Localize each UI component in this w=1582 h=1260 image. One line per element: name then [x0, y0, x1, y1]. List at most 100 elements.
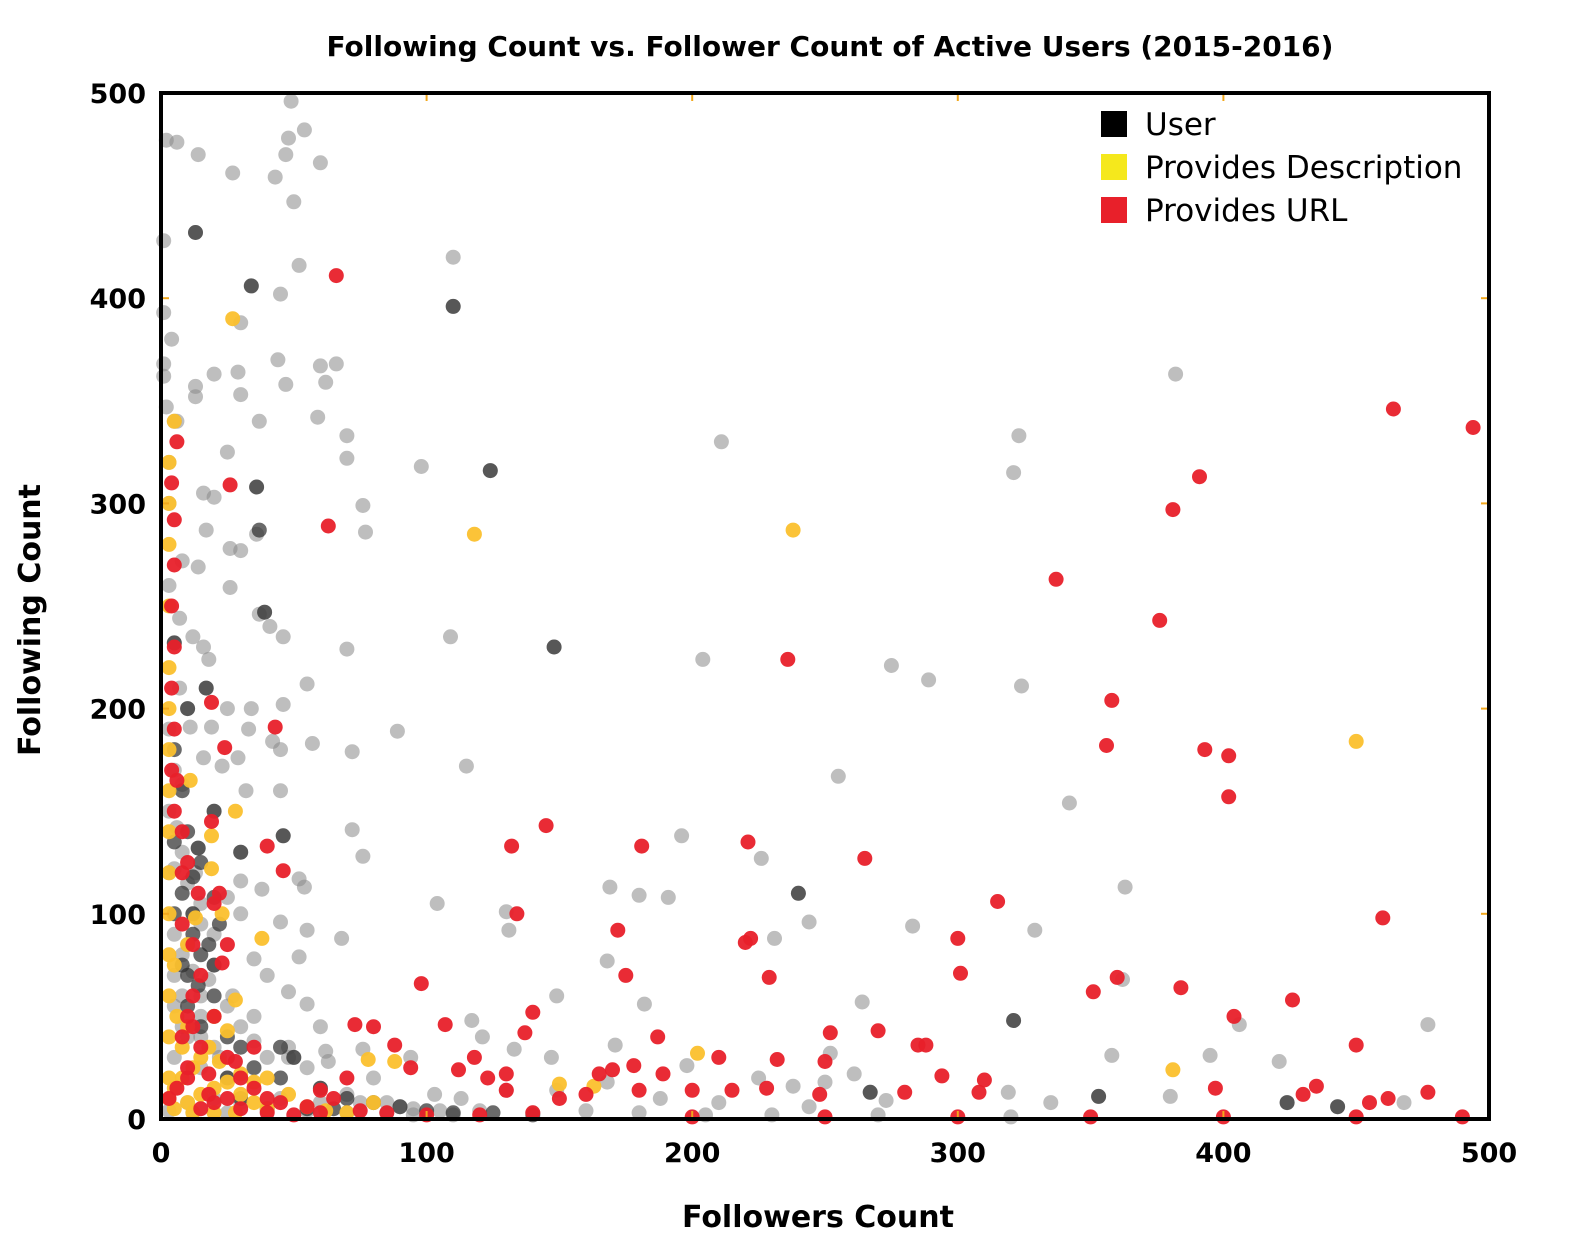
data-point [482, 463, 498, 479]
data-point [1348, 733, 1364, 749]
data-point [1011, 428, 1027, 444]
data-point [204, 719, 219, 735]
data-point [180, 855, 196, 870]
data-point [169, 1080, 185, 1096]
data-point [474, 1029, 490, 1045]
data-point [1380, 1091, 1396, 1106]
data-point [790, 885, 806, 901]
data-point [830, 768, 846, 784]
data-point [259, 838, 275, 854]
data-point [286, 194, 302, 210]
data-point [166, 512, 182, 528]
data-point [161, 947, 177, 963]
data-point [251, 413, 267, 429]
data-point [878, 1093, 894, 1108]
data-point [320, 518, 336, 534]
data-point [246, 1060, 262, 1076]
data-point [1348, 1109, 1364, 1125]
data-point [172, 610, 188, 626]
data-point [193, 967, 209, 983]
data-point [1014, 678, 1029, 694]
data-point [217, 740, 233, 756]
data-point [161, 824, 177, 840]
data-point [161, 1029, 177, 1045]
data-point [674, 828, 690, 844]
data-point [312, 358, 328, 374]
y-tick-label: 100 [90, 900, 146, 931]
points-layer [156, 93, 1481, 1125]
data-point [267, 719, 283, 735]
data-point [219, 701, 235, 717]
data-point [204, 861, 219, 877]
data-point [273, 914, 288, 930]
data-point [169, 134, 185, 150]
data-point [650, 1029, 666, 1045]
data-point [740, 834, 756, 850]
data-point [249, 479, 265, 495]
data-point [230, 750, 246, 766]
data-point [1048, 571, 1064, 587]
data-point [347, 1017, 363, 1033]
data-point [679, 1058, 695, 1074]
y-tick-label: 400 [90, 284, 146, 315]
data-point [169, 1008, 185, 1024]
data-point [161, 660, 177, 676]
data-point [445, 249, 461, 265]
data-point [602, 879, 618, 895]
data-point [857, 850, 873, 866]
data-point [246, 1039, 262, 1055]
data-point [254, 930, 270, 946]
data-point [275, 697, 291, 712]
legend-swatch [1101, 154, 1127, 180]
data-point [161, 454, 177, 470]
data-point [631, 1105, 647, 1121]
legend-swatch [1101, 197, 1127, 223]
data-point [1027, 922, 1043, 938]
data-point [174, 1029, 190, 1045]
data-point [812, 1086, 828, 1102]
data-point [504, 838, 520, 854]
y-tick-label: 300 [90, 489, 146, 520]
data-point [360, 1052, 376, 1067]
data-point [389, 723, 405, 739]
data-point [1109, 969, 1125, 985]
data-point [1043, 1095, 1059, 1111]
data-point [549, 988, 565, 1004]
data-point [464, 1013, 480, 1028]
data-point [304, 736, 320, 751]
data-point [605, 1062, 620, 1078]
data-point [897, 1084, 913, 1100]
data-point [320, 1054, 336, 1069]
data-point [318, 374, 334, 390]
data-point [660, 889, 676, 905]
data-point [950, 930, 966, 946]
data-point [1330, 1099, 1346, 1115]
data-point [1308, 1078, 1324, 1094]
data-point [379, 1105, 395, 1121]
data-point [312, 1105, 328, 1121]
data-point [822, 1025, 838, 1041]
data-point [1396, 1095, 1412, 1111]
data-point [1295, 1086, 1311, 1102]
data-point [1375, 910, 1391, 926]
data-point [182, 772, 198, 788]
data-point [188, 389, 203, 405]
data-point [445, 1105, 461, 1121]
data-point [190, 840, 206, 856]
data-point [299, 676, 315, 692]
data-point [227, 803, 243, 819]
data-point [230, 364, 246, 380]
data-point [251, 522, 267, 538]
data-point [211, 885, 227, 901]
data-point [188, 378, 203, 394]
data-point [413, 976, 429, 992]
data-point [1168, 366, 1184, 382]
data-point [225, 165, 241, 181]
data-point [225, 311, 241, 327]
data-point [222, 477, 238, 493]
data-point [161, 988, 177, 1004]
data-point [259, 967, 275, 983]
data-point [1083, 1109, 1099, 1125]
data-point [227, 992, 243, 1008]
data-point [219, 1023, 235, 1039]
